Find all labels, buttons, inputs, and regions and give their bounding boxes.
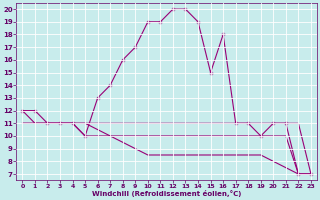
X-axis label: Windchill (Refroidissement éolien,°C): Windchill (Refroidissement éolien,°C) xyxy=(92,190,241,197)
